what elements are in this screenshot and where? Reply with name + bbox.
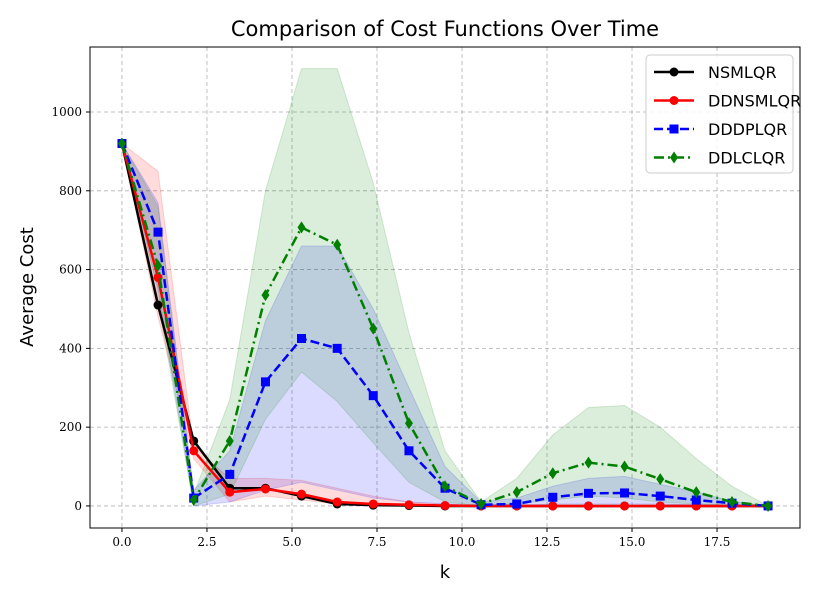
point-DDDPLQR xyxy=(655,491,665,501)
x-tick-label: 15.0 xyxy=(619,535,646,549)
y-axis-label: Average Cost xyxy=(17,227,38,347)
chart-title: Comparison of Cost Functions Over Time xyxy=(231,17,659,41)
point-DDLCLQR xyxy=(764,499,773,512)
point-DDNSMLQR xyxy=(332,497,342,507)
point-DDLCLQR xyxy=(692,486,701,499)
x-tick-label: 5.0 xyxy=(282,535,301,549)
y-tick-label: 1000 xyxy=(51,105,82,119)
x-axis-label: k xyxy=(440,562,451,583)
point-DDNSMLQR xyxy=(404,500,414,510)
x-tick-label: 10.0 xyxy=(449,535,476,549)
point-DDLCLQR xyxy=(369,322,378,335)
point-DDLCLQR xyxy=(225,434,234,447)
legend-label: DDLCLQR xyxy=(708,149,785,168)
legend-label: DDDPLQR xyxy=(708,120,787,139)
point-DDLCLQR xyxy=(656,473,665,486)
point-DDDPLQR xyxy=(260,377,270,387)
legend-marker-DDDPLQR xyxy=(669,124,679,134)
legend-label: NSMLQR xyxy=(708,63,777,82)
point-DDDPLQR xyxy=(225,469,235,479)
x-tick-label: 0.0 xyxy=(112,535,131,549)
point-DDLCLQR xyxy=(620,460,629,473)
point-DDNSMLQR xyxy=(655,501,665,511)
point-DDNSMLQR xyxy=(548,501,558,511)
point-DDLCLQR xyxy=(441,480,449,493)
legend: NSMLQR DDNSMLQR DDDPLQR DDLCLQR xyxy=(645,54,801,174)
point-DDLCLQR xyxy=(117,137,126,150)
point-DDDPLQR xyxy=(512,499,522,509)
y-tick-label: 600 xyxy=(59,263,82,277)
point-DDDPLQR xyxy=(332,343,342,353)
point-DDLCLQR xyxy=(512,486,521,499)
point-DDLCLQR xyxy=(333,238,342,251)
point-DDDPLQR xyxy=(548,492,558,502)
point-DDDPLQR xyxy=(691,495,701,505)
y-tick-label: 800 xyxy=(59,184,82,198)
point-DDDPLQR xyxy=(297,334,307,344)
point-DDLCLQR xyxy=(404,417,413,430)
point-DDLCLQR xyxy=(477,497,486,510)
point-DDDPLQR xyxy=(583,488,593,498)
point-DDNSMLQR xyxy=(368,499,378,509)
point-DDNSMLQR xyxy=(260,484,270,494)
legend-marker-DDNSMLQR xyxy=(669,96,679,105)
x-tick-label: 2.5 xyxy=(197,535,216,549)
point-DDLCLQR xyxy=(727,496,736,508)
legend-box xyxy=(645,54,794,174)
point-DDDPLQR xyxy=(404,446,414,456)
legend-label: DDNSMLQR xyxy=(708,92,801,111)
point-DDNSMLQR xyxy=(189,446,199,456)
plot-frame xyxy=(89,46,801,529)
x-tick-label: 7.5 xyxy=(367,535,386,549)
point-DDNSMLQR xyxy=(620,501,630,511)
point-DDLCLQR xyxy=(297,221,306,234)
point-DDNSMLQR xyxy=(297,489,307,499)
point-DDNSMLQR xyxy=(225,487,235,497)
point-DDLCLQR xyxy=(189,494,198,507)
y-tick-label: 400 xyxy=(59,341,82,355)
point-DDLCLQR xyxy=(584,456,593,469)
point-DDDPLQR xyxy=(620,488,630,498)
point-DDDPLQR xyxy=(153,227,163,237)
legend-marker-NSMLQR xyxy=(669,67,679,77)
x-tick-label: 17.5 xyxy=(704,535,731,549)
point-DDDPLQR xyxy=(368,391,378,401)
y-tick-label: 0 xyxy=(74,499,82,513)
x-tick-label: 12.5 xyxy=(534,535,561,549)
point-DDNSMLQR xyxy=(583,501,593,511)
point-DDLCLQR xyxy=(548,467,557,480)
y-tick-label: 200 xyxy=(59,420,82,434)
point-DDNSMLQR xyxy=(440,501,450,511)
legend-marker-DDLCLQR xyxy=(670,151,678,164)
point-DDLCLQR xyxy=(261,289,270,302)
point-NSMLQR xyxy=(153,300,163,310)
point-DDLCLQR xyxy=(154,259,163,272)
